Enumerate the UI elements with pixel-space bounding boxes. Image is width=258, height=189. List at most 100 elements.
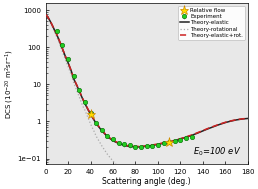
Theory-elastic (76, 85, 79, 87)
Theory-elastic+rot. (241, 118, 244, 120)
Y-axis label: DCS (10$^{-20}$ m$^2$sr$^{-1}$): DCS (10$^{-20}$ m$^2$sr$^{-1}$) (3, 49, 16, 119)
Theory-elastic+rot. (151, 144, 154, 146)
Theory-rotational (89, 123, 92, 125)
Theory-elastic (213, 125, 216, 128)
Theory-elastic (67, 62, 70, 64)
Theory-rotational (44, 14, 47, 16)
Theory-elastic (218, 123, 221, 125)
Theory-elastic (128, 145, 131, 148)
Theory-elastic (224, 122, 227, 124)
Theory-elastic (44, 14, 47, 16)
Theory-elastic+rot. (81, 98, 84, 100)
Theory-elastic (156, 143, 159, 146)
Theory-rotational (95, 135, 98, 137)
Theory-elastic (145, 145, 148, 147)
Theory-elastic (46, 16, 50, 18)
Theory-elastic+rot. (45, 15, 48, 17)
Theory-rotational (83, 109, 86, 111)
Theory-elastic (190, 134, 193, 136)
Theory-elastic (89, 113, 92, 115)
Theory-elastic (87, 109, 90, 111)
Theory-elastic+rot. (162, 142, 165, 144)
Theory-elastic+rot. (52, 27, 55, 29)
Theory-elastic (207, 127, 210, 130)
Theory-rotational (59, 44, 62, 47)
Theory-elastic+rot. (196, 132, 199, 134)
Theory-elastic+rot. (78, 90, 81, 92)
X-axis label: Scattering angle (deg.): Scattering angle (deg.) (102, 177, 191, 186)
Theory-elastic+rot. (218, 123, 221, 125)
Theory-rotational (162, 185, 165, 187)
Line: Relative flow: Relative flow (86, 110, 174, 147)
Theory-elastic+rot. (67, 61, 70, 64)
Theory-rotational (179, 182, 182, 184)
Theory-elastic (83, 103, 86, 105)
Theory-elastic (45, 15, 48, 17)
Theory-elastic+rot. (246, 117, 249, 119)
Theory-elastic+rot. (50, 22, 53, 24)
Theory-elastic+rot. (128, 145, 131, 147)
Theory-rotational (78, 96, 81, 98)
Theory-elastic+rot. (59, 42, 62, 44)
Theory-elastic (50, 22, 53, 24)
Theory-elastic (59, 42, 62, 44)
Theory-elastic+rot. (168, 141, 171, 143)
Legend: Relative flow, Experiment, Theory-elastic, Theory-rotational, Theory-elastic+rot: Relative flow, Experiment, Theory-elasti… (178, 6, 245, 40)
Theory-elastic (134, 146, 137, 148)
Theory-elastic+rot. (44, 14, 47, 16)
Theory-elastic (246, 117, 249, 120)
Theory-elastic (95, 122, 98, 125)
Theory-elastic+rot. (235, 119, 238, 121)
Theory-elastic (229, 120, 232, 122)
Theory-elastic+rot. (179, 138, 182, 140)
Theory-rotational (52, 28, 55, 31)
Theory-elastic+rot. (83, 102, 86, 105)
Theory-rotational (117, 166, 120, 168)
Theory-elastic (140, 146, 143, 148)
Theory-elastic+rot. (201, 129, 204, 132)
Theory-elastic (92, 119, 95, 121)
Theory-elastic+rot. (46, 16, 50, 18)
Theory-elastic+rot. (140, 145, 143, 148)
Theory-elastic (117, 142, 120, 145)
Theory-rotational (46, 16, 50, 19)
Theory-rotational (76, 90, 79, 92)
Theory-elastic+rot. (123, 144, 126, 146)
Theory-rotational (61, 51, 64, 53)
Theory-rotational (140, 182, 143, 184)
Relative flow (168, 141, 171, 143)
Theory-elastic (241, 118, 244, 120)
Theory-elastic+rot. (72, 77, 75, 80)
Theory-elastic (70, 70, 73, 73)
Theory-elastic (72, 78, 75, 80)
Theory-elastic+rot. (184, 136, 188, 138)
Theory-elastic+rot. (76, 85, 79, 87)
Theory-rotational (50, 23, 53, 25)
Line: Theory-rotational: Theory-rotational (46, 15, 180, 186)
Theory-elastic+rot. (156, 143, 159, 145)
Theory-elastic+rot. (64, 56, 67, 59)
Line: Theory-elastic+rot.: Theory-elastic+rot. (46, 15, 248, 146)
Theory-rotational (45, 15, 48, 17)
Theory-elastic (173, 140, 176, 142)
Theory-elastic+rot. (173, 139, 176, 142)
Theory-elastic+rot. (87, 109, 90, 111)
Theory-elastic+rot. (55, 33, 58, 36)
Theory-elastic (52, 27, 55, 29)
Theory-elastic (162, 142, 165, 144)
Theory-elastic (61, 48, 64, 50)
Theory-rotational (111, 160, 115, 162)
Theory-elastic (100, 130, 103, 132)
Theory-elastic+rot. (95, 122, 98, 124)
Line: Theory-elastic: Theory-elastic (46, 15, 248, 147)
Theory-elastic+rot. (229, 120, 232, 122)
Theory-rotational (87, 117, 90, 120)
Theory-elastic+rot. (106, 135, 109, 137)
Theory-rotational (64, 60, 67, 62)
Theory-rotational (47, 18, 51, 21)
Theory-elastic+rot. (190, 134, 193, 136)
Theory-rotational (128, 176, 131, 178)
Theory-elastic+rot. (117, 142, 120, 144)
Theory-rotational (70, 75, 73, 77)
Theory-elastic (235, 119, 238, 121)
